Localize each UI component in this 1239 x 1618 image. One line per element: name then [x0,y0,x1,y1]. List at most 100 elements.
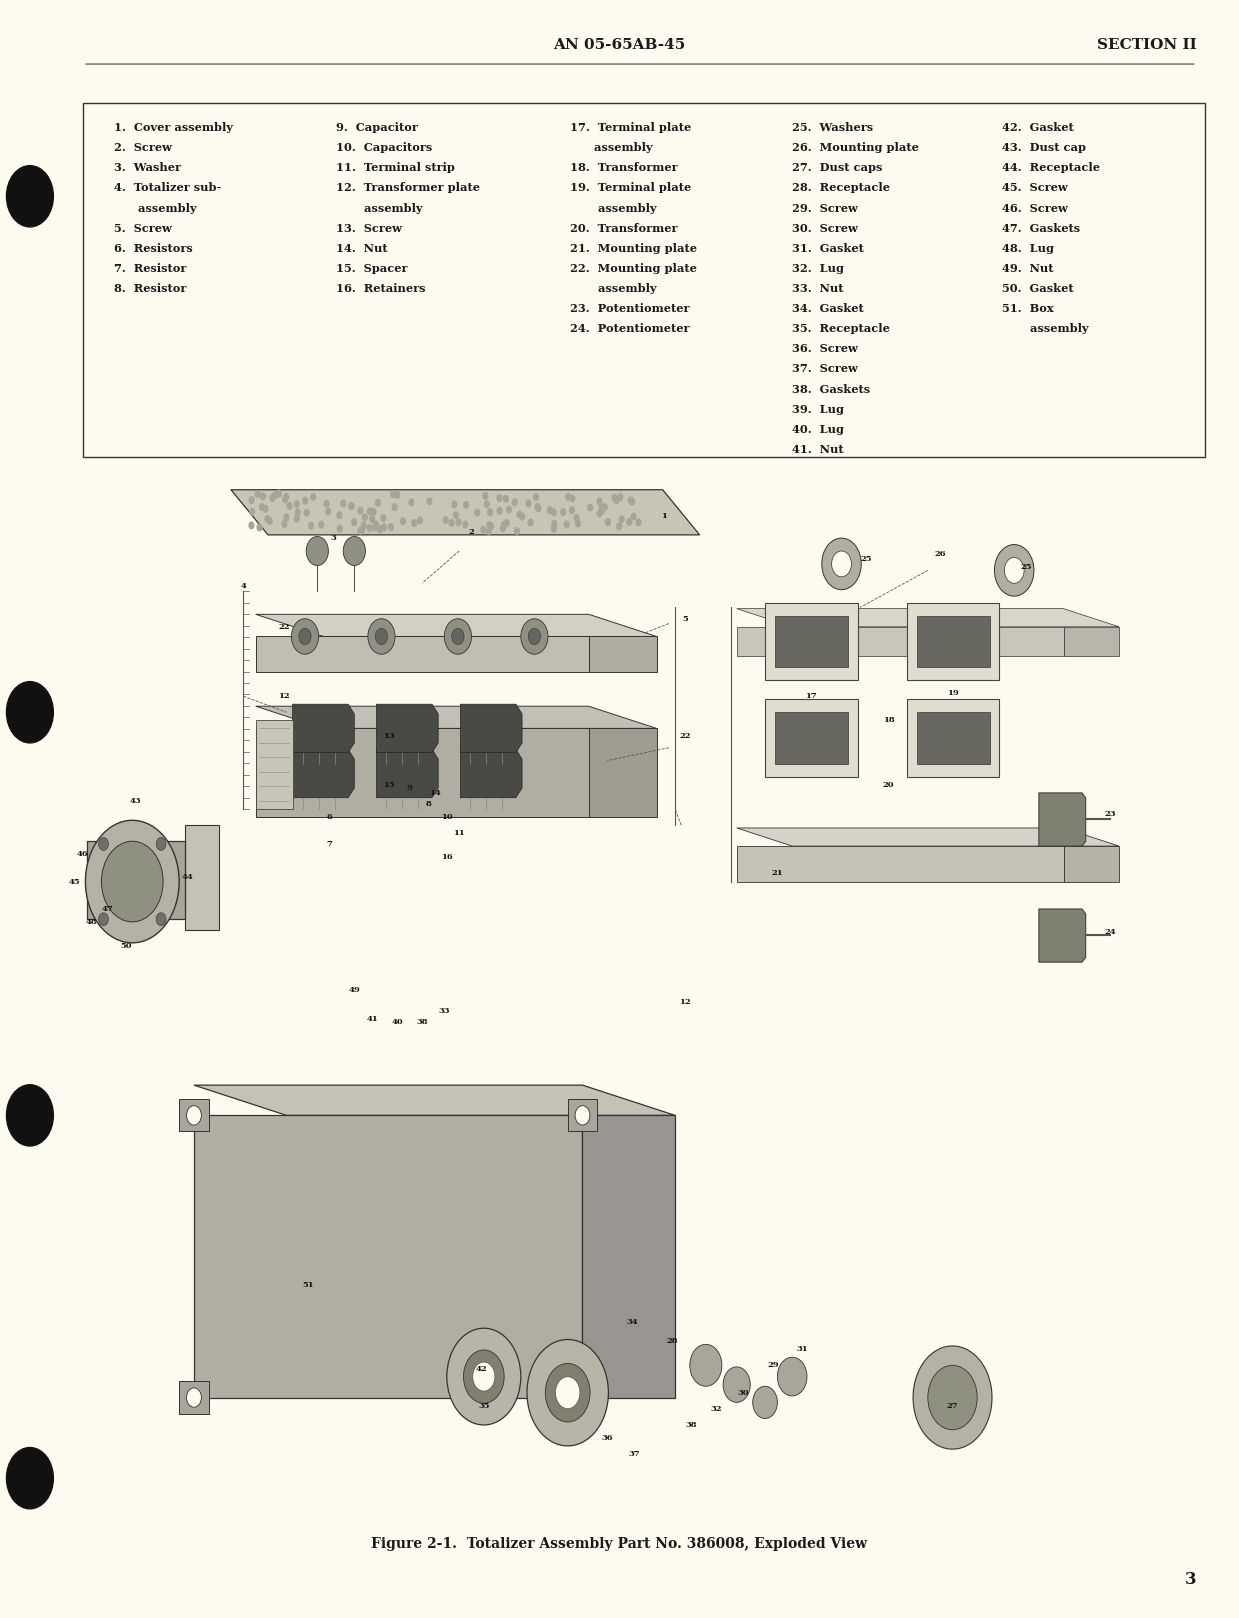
Circle shape [382,523,387,531]
Circle shape [462,521,468,529]
Circle shape [359,526,366,534]
Circle shape [564,521,570,529]
Circle shape [375,628,388,644]
Circle shape [294,500,300,508]
Polygon shape [764,699,857,777]
Text: 32: 32 [710,1404,721,1413]
Text: 14: 14 [429,790,440,798]
Text: 11.  Terminal strip: 11. Terminal strip [336,162,455,173]
Circle shape [497,493,503,502]
Polygon shape [255,720,292,809]
Circle shape [306,537,328,566]
Circle shape [528,518,534,526]
Circle shape [348,502,354,510]
Polygon shape [255,705,657,728]
Polygon shape [377,749,439,798]
Circle shape [528,628,540,644]
Circle shape [831,552,851,576]
Circle shape [534,503,540,511]
Text: 9: 9 [406,785,413,793]
Polygon shape [1038,909,1085,963]
Bar [83,104,1206,458]
Circle shape [636,518,642,526]
Text: 33: 33 [439,1006,450,1014]
Polygon shape [230,490,700,536]
Text: 20: 20 [882,781,895,790]
Text: 1: 1 [660,511,667,519]
Polygon shape [195,1115,582,1398]
Text: 4.  Totalizer sub-: 4. Totalizer sub- [114,183,221,194]
Circle shape [501,521,507,529]
Circle shape [475,508,481,516]
Circle shape [377,526,383,534]
Circle shape [533,493,539,502]
Circle shape [575,519,581,527]
Text: assembly: assembly [570,142,653,154]
Text: assembly: assembly [570,283,657,294]
Circle shape [574,515,580,523]
Circle shape [777,1358,807,1396]
Circle shape [456,518,462,526]
Text: 48.  Lug: 48. Lug [1002,243,1054,254]
Circle shape [99,913,109,925]
Circle shape [527,1340,608,1446]
Circle shape [368,618,395,654]
Text: 3: 3 [1186,1571,1197,1589]
Text: 38: 38 [416,1018,427,1026]
Circle shape [483,500,489,508]
Polygon shape [774,712,847,764]
Text: 5.  Screw: 5. Screw [114,223,171,233]
Circle shape [613,497,620,505]
Circle shape [85,820,180,943]
Circle shape [400,518,406,526]
Circle shape [394,490,400,498]
Circle shape [520,618,548,654]
Circle shape [928,1366,978,1430]
Circle shape [821,539,861,589]
Circle shape [1005,558,1025,582]
Circle shape [486,527,492,536]
Circle shape [357,527,363,536]
Circle shape [503,495,509,503]
Text: 46: 46 [77,849,89,858]
Text: 8.  Resistor: 8. Resistor [114,283,186,294]
Circle shape [447,1328,520,1425]
Circle shape [517,511,523,519]
Circle shape [370,508,377,516]
Circle shape [156,913,166,925]
Circle shape [631,513,637,521]
Circle shape [348,502,354,510]
Circle shape [411,519,418,527]
Text: 31: 31 [797,1345,808,1353]
Text: 9.  Capacitor: 9. Capacitor [336,121,418,133]
Text: 25.  Washers: 25. Washers [792,121,873,133]
Circle shape [248,521,254,529]
Circle shape [341,500,347,508]
Circle shape [442,516,449,524]
Circle shape [266,516,273,524]
Text: 3: 3 [331,534,336,542]
Text: 29: 29 [768,1361,779,1369]
Circle shape [281,519,287,527]
Circle shape [390,490,396,498]
Text: 4: 4 [240,582,247,591]
Text: 29.  Screw: 29. Screw [792,202,857,214]
Polygon shape [774,615,847,667]
Polygon shape [737,626,1063,655]
Text: 40.  Lug: 40. Lug [792,424,844,435]
Circle shape [260,492,266,500]
Circle shape [596,510,602,518]
Text: 18.  Transformer: 18. Transformer [570,162,678,173]
Text: 47.  Gaskets: 47. Gaskets [1002,223,1080,233]
Circle shape [249,497,255,505]
Circle shape [499,524,506,532]
Text: 2.  Screw: 2. Screw [114,142,172,154]
Circle shape [302,497,309,505]
Circle shape [497,506,503,515]
Circle shape [256,524,263,532]
Circle shape [361,521,367,529]
Text: 51: 51 [302,1281,315,1288]
Circle shape [375,498,380,506]
Polygon shape [1038,793,1085,846]
Text: 21.  Mounting plate: 21. Mounting plate [570,243,698,254]
